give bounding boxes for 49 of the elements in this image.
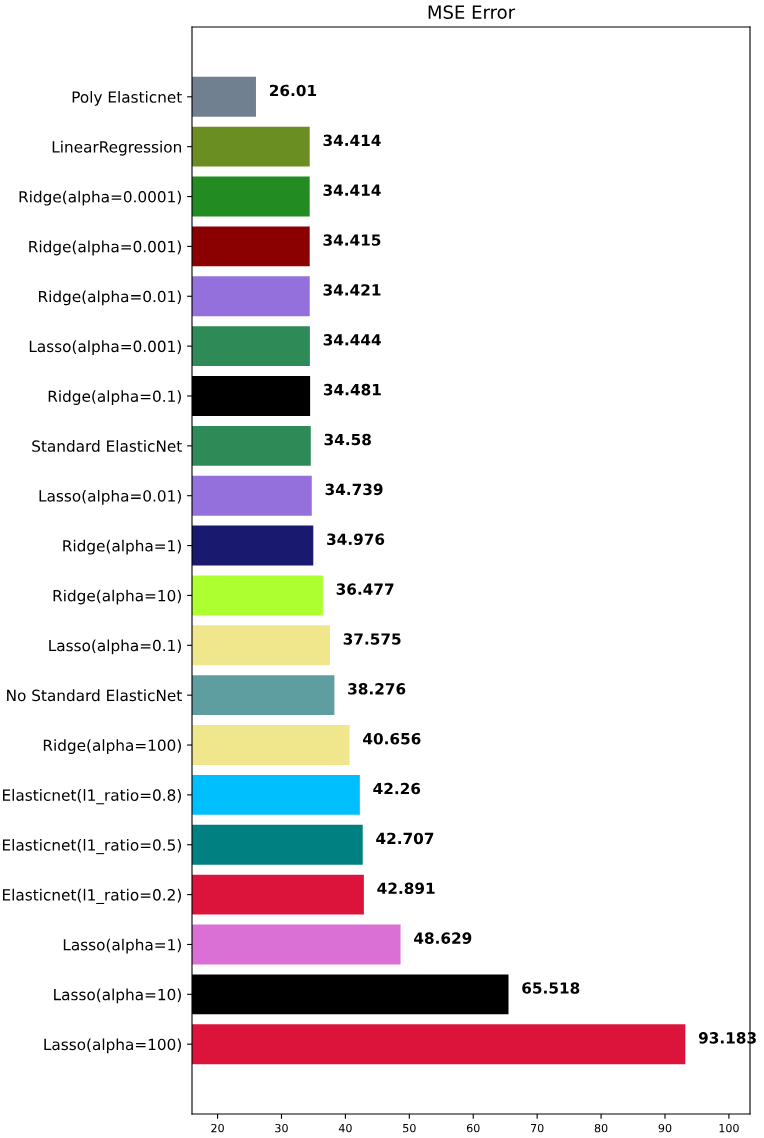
data-label: 34.481 <box>323 383 381 396</box>
y-tick-label: Lasso(alpha=100) <box>44 1038 181 1054</box>
y-tick-label: Elasticnet(l1_ratio=0.8) <box>3 789 181 805</box>
data-label: 37.575 <box>343 633 401 645</box>
data-label: 36.477 <box>336 583 394 595</box>
x-tick-label: 90 <box>658 1123 672 1133</box>
data-label: 34.415 <box>323 234 381 246</box>
y-tick-label: Elasticnet(l1_ratio=0.5) <box>3 838 181 855</box>
y-tick-label: Lasso(alpha=0.001) <box>29 340 181 356</box>
data-label: 34.976 <box>327 533 385 546</box>
data-label: 48.629 <box>414 932 472 944</box>
x-tick-label: 30 <box>275 1123 288 1133</box>
x-tick-label: 100 <box>719 1123 739 1133</box>
data-label: 34.414 <box>323 184 381 196</box>
y-tick-label: Ridge(alpha=0.001) <box>29 240 181 256</box>
y-tick-label: Ridge(alpha=0.0001) <box>19 190 181 206</box>
y-tick-label: Lasso(alpha=0.01) <box>39 489 181 505</box>
data-label: 34.421 <box>323 284 381 296</box>
y-tick-label: Lasso(alpha=0.1) <box>49 639 181 655</box>
data-label: 26.01 <box>269 84 317 97</box>
y-tick-label: Elasticnet(l1_ratio=0.2) <box>3 888 181 905</box>
y-tick-label: Lasso(alpha=10) <box>54 988 181 1004</box>
chart-title: MSE Error <box>428 5 516 19</box>
x-tick-label: 20 <box>211 1123 224 1133</box>
y-tick-label: Lasso(alpha=1) <box>63 938 181 954</box>
y-tick-label: Ridge(alpha=1) <box>63 539 181 555</box>
y-tick-label: No Standard ElasticNet <box>7 689 182 702</box>
y-tick-label: Ridge(alpha=10) <box>53 589 181 605</box>
data-label: 42.707 <box>376 832 434 845</box>
y-tick-label: Ridge(alpha=0.1) <box>48 390 181 405</box>
x-tick-label: 80 <box>594 1123 608 1133</box>
x-tick-label: 50 <box>403 1123 416 1133</box>
y-tick-label: Poly Elasticnet <box>72 91 182 106</box>
y-tick-label: Ridge(alpha=100) <box>43 739 181 754</box>
data-label: 40.656 <box>363 732 421 745</box>
data-label: 34.444 <box>323 334 381 346</box>
data-label: 42.891 <box>377 882 435 895</box>
x-tick-label: 40 <box>338 1123 352 1133</box>
data-label: 38.276 <box>348 683 406 695</box>
data-label: 34.739 <box>325 483 383 496</box>
data-label: 34.58 <box>324 433 371 446</box>
x-tick-label: 70 <box>531 1123 544 1133</box>
x-tick-label: 60 <box>466 1123 480 1133</box>
data-label: 65.518 <box>522 982 580 994</box>
y-tick-label: LinearRegression <box>52 140 181 156</box>
data-label: 34.414 <box>323 134 381 147</box>
y-tick-label: Ridge(alpha=0.01) <box>39 290 181 306</box>
y-tick-label: Standard ElasticNet <box>32 440 182 452</box>
data-label: 42.26 <box>373 782 421 795</box>
